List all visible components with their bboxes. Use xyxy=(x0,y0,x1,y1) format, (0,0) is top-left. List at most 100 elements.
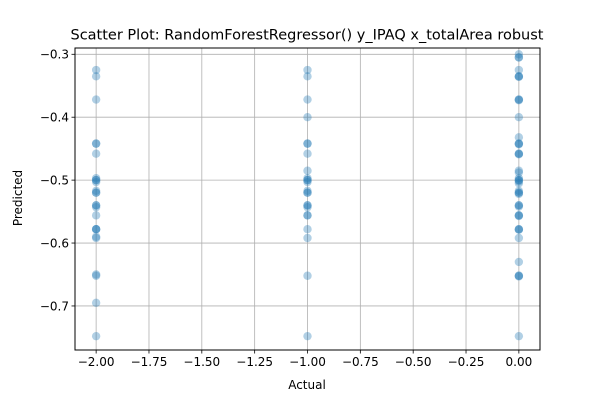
scatter-point xyxy=(514,175,524,185)
scatter-point xyxy=(514,179,524,188)
scatter-point xyxy=(514,149,524,158)
y-tick-label: −0.3 xyxy=(40,48,69,62)
scatter-point xyxy=(91,95,101,104)
scatter-point xyxy=(303,225,312,234)
scatter-point xyxy=(514,272,524,281)
scatter-point xyxy=(91,186,101,196)
x-tick-label: −0.25 xyxy=(448,355,485,369)
scatter-point xyxy=(91,298,101,308)
scatter-point xyxy=(91,225,101,234)
scatter-point xyxy=(514,188,524,197)
scatter-point xyxy=(303,177,312,187)
scatter-point xyxy=(303,188,312,197)
scatter-point xyxy=(91,175,101,185)
scatter-point xyxy=(91,175,101,185)
scatter-point xyxy=(514,201,524,210)
scatter-point xyxy=(91,271,101,280)
scatter-point xyxy=(303,186,312,196)
scatter-point xyxy=(514,140,524,149)
scatter-point xyxy=(514,150,524,159)
scatter-point xyxy=(91,177,101,187)
scatter-point xyxy=(514,174,524,183)
scatter-point xyxy=(91,225,101,234)
x-tick-label: −2.00 xyxy=(78,355,115,369)
x-tick-label: −1.50 xyxy=(183,355,220,369)
chart-title: Scatter Plot: RandomForestRegressor() y_… xyxy=(71,28,544,44)
x-axis-title: Actual xyxy=(288,378,326,392)
scatter-point xyxy=(514,96,524,105)
x-tick-label: −1.00 xyxy=(289,355,326,369)
y-tick-label: −0.4 xyxy=(40,111,69,125)
scatter-point xyxy=(514,271,524,280)
y-tick-label: −0.7 xyxy=(40,299,69,313)
scatter-point xyxy=(303,211,312,220)
scatter-point xyxy=(514,139,524,148)
scatter-point xyxy=(91,149,101,158)
scatter-point xyxy=(303,202,312,212)
scatter-point xyxy=(303,139,312,148)
scatter-point xyxy=(303,149,312,158)
scatter-point xyxy=(514,202,524,211)
scatter-point xyxy=(91,72,101,81)
scatter-point xyxy=(514,211,524,220)
scatter-point xyxy=(514,225,524,234)
data-points xyxy=(91,50,524,341)
scatter-point xyxy=(91,174,101,183)
scatter-point xyxy=(303,174,312,183)
y-axis-title: Predicted xyxy=(11,170,25,226)
scatter-point xyxy=(91,202,101,212)
scatter-point xyxy=(303,233,312,243)
scatter-point xyxy=(514,211,524,220)
scatter-point xyxy=(514,166,524,175)
x-tick-label: −0.75 xyxy=(342,355,379,369)
scatter-point xyxy=(303,175,312,185)
scatter-point xyxy=(91,201,101,210)
scatter-point xyxy=(303,166,312,175)
scatter-point xyxy=(91,225,101,234)
scatter-point xyxy=(514,53,524,62)
scatter-point xyxy=(514,257,524,267)
x-axis: −2.00 −1.75 −1.50 −1.25 −1.00 −0.75 −0.50 −0.25… xyxy=(78,350,532,369)
scatter-point xyxy=(514,271,524,280)
y-tick-label: −0.5 xyxy=(40,173,69,187)
scatter-point xyxy=(91,270,101,279)
x-tick-label: −1.75 xyxy=(131,355,168,369)
scatter-point xyxy=(514,133,524,142)
x-tick-label: −1.25 xyxy=(236,355,273,369)
scatter-point xyxy=(303,175,312,185)
scatter-point xyxy=(514,95,524,104)
y-axis: −0.7 −0.6 −0.5 −0.4 −0.3 xyxy=(40,48,75,313)
scatter-point xyxy=(514,225,524,235)
scatter-point xyxy=(514,72,524,81)
x-tick-label: −0.50 xyxy=(395,355,432,369)
scatter-point xyxy=(91,211,101,220)
y-tick-label: −0.6 xyxy=(40,236,69,250)
scatter-point xyxy=(514,233,524,243)
scatter-point xyxy=(303,331,312,341)
scatter-point xyxy=(91,139,101,148)
scatter-point xyxy=(514,211,524,221)
x-tick-label: 0.00 xyxy=(506,355,533,369)
scatter-point xyxy=(91,188,101,197)
scatter-point xyxy=(303,188,312,197)
scatter-point xyxy=(514,113,524,122)
scatter-point xyxy=(514,177,524,186)
scatter-point xyxy=(91,188,101,197)
scatter-point xyxy=(514,188,524,197)
scatter-point xyxy=(514,168,524,177)
scatter-point xyxy=(303,65,312,75)
scatter-point xyxy=(303,139,312,148)
scatter-point xyxy=(91,65,101,75)
scatter-point xyxy=(514,189,524,199)
scatter-point xyxy=(91,139,101,148)
scatter-point xyxy=(514,201,524,210)
scatter-point xyxy=(514,331,524,341)
scatter-point xyxy=(303,95,312,104)
scatter-point xyxy=(91,201,101,210)
scatter-point xyxy=(303,201,312,210)
scatter-point xyxy=(303,201,312,210)
scatter-point xyxy=(514,53,524,62)
scatter-point xyxy=(514,72,524,82)
scatter-point xyxy=(514,149,524,158)
scatter-point xyxy=(303,271,312,280)
